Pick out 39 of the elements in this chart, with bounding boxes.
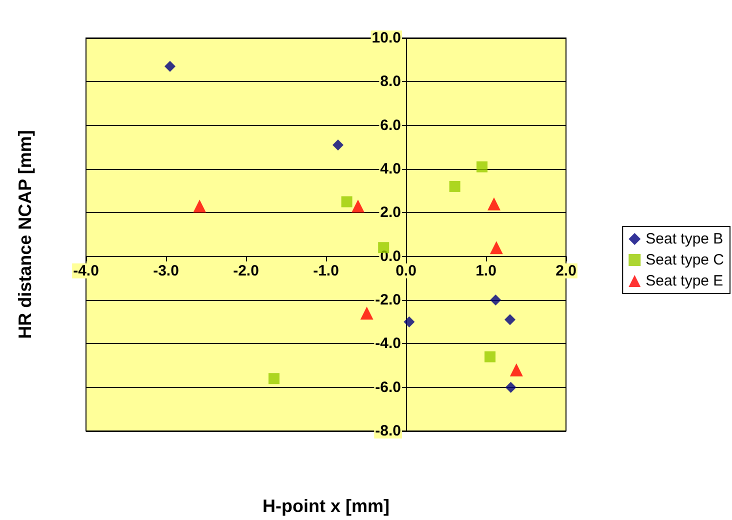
y-tick-label: -2.0 bbox=[375, 292, 401, 308]
point bbox=[332, 139, 344, 150]
y-tick-label: -8.0 bbox=[375, 422, 401, 440]
x-tick-label: -1.0 bbox=[313, 262, 339, 280]
point bbox=[490, 241, 503, 254]
x-axis-title: H-point x [mm] bbox=[262, 496, 390, 516]
point bbox=[449, 180, 460, 192]
point bbox=[484, 351, 496, 362]
point bbox=[504, 314, 516, 326]
point bbox=[505, 382, 516, 393]
x-tick-label: -2.0 bbox=[233, 262, 259, 280]
y-axis-title: HR distance NCAP [mm] bbox=[15, 130, 35, 339]
y-tick-label: -4.0 bbox=[375, 335, 401, 352]
y-tick-label: 4.0 bbox=[380, 160, 401, 178]
y-tick-label: 6.0 bbox=[380, 116, 401, 134]
point bbox=[164, 60, 176, 72]
point bbox=[341, 196, 352, 208]
x-tick-label: 2.0 bbox=[556, 262, 576, 280]
y-tick-label: 2.0 bbox=[380, 204, 401, 222]
y-tick-label: 10.0 bbox=[372, 30, 401, 46]
legend-label: Seat type E bbox=[646, 272, 724, 290]
point bbox=[404, 316, 415, 328]
point bbox=[476, 161, 488, 172]
x-tick-label: -3.0 bbox=[153, 262, 179, 280]
point bbox=[490, 294, 502, 306]
x-tick-label: 0.0 bbox=[396, 262, 416, 280]
legend-label: Seat type B bbox=[646, 230, 724, 248]
y-tick-label: 8.0 bbox=[380, 73, 401, 90]
point bbox=[268, 373, 280, 384]
point bbox=[488, 197, 500, 210]
x-tick-label: 1.0 bbox=[476, 262, 496, 280]
point bbox=[193, 200, 206, 213]
point bbox=[360, 306, 374, 320]
y-tick-label: 0.0 bbox=[380, 248, 401, 265]
point bbox=[352, 200, 364, 213]
legend-label: Seat type C bbox=[646, 252, 724, 268]
y-tick-label: -6.0 bbox=[375, 378, 401, 396]
x-tick-label: -4.0 bbox=[73, 262, 99, 280]
point bbox=[510, 363, 523, 376]
